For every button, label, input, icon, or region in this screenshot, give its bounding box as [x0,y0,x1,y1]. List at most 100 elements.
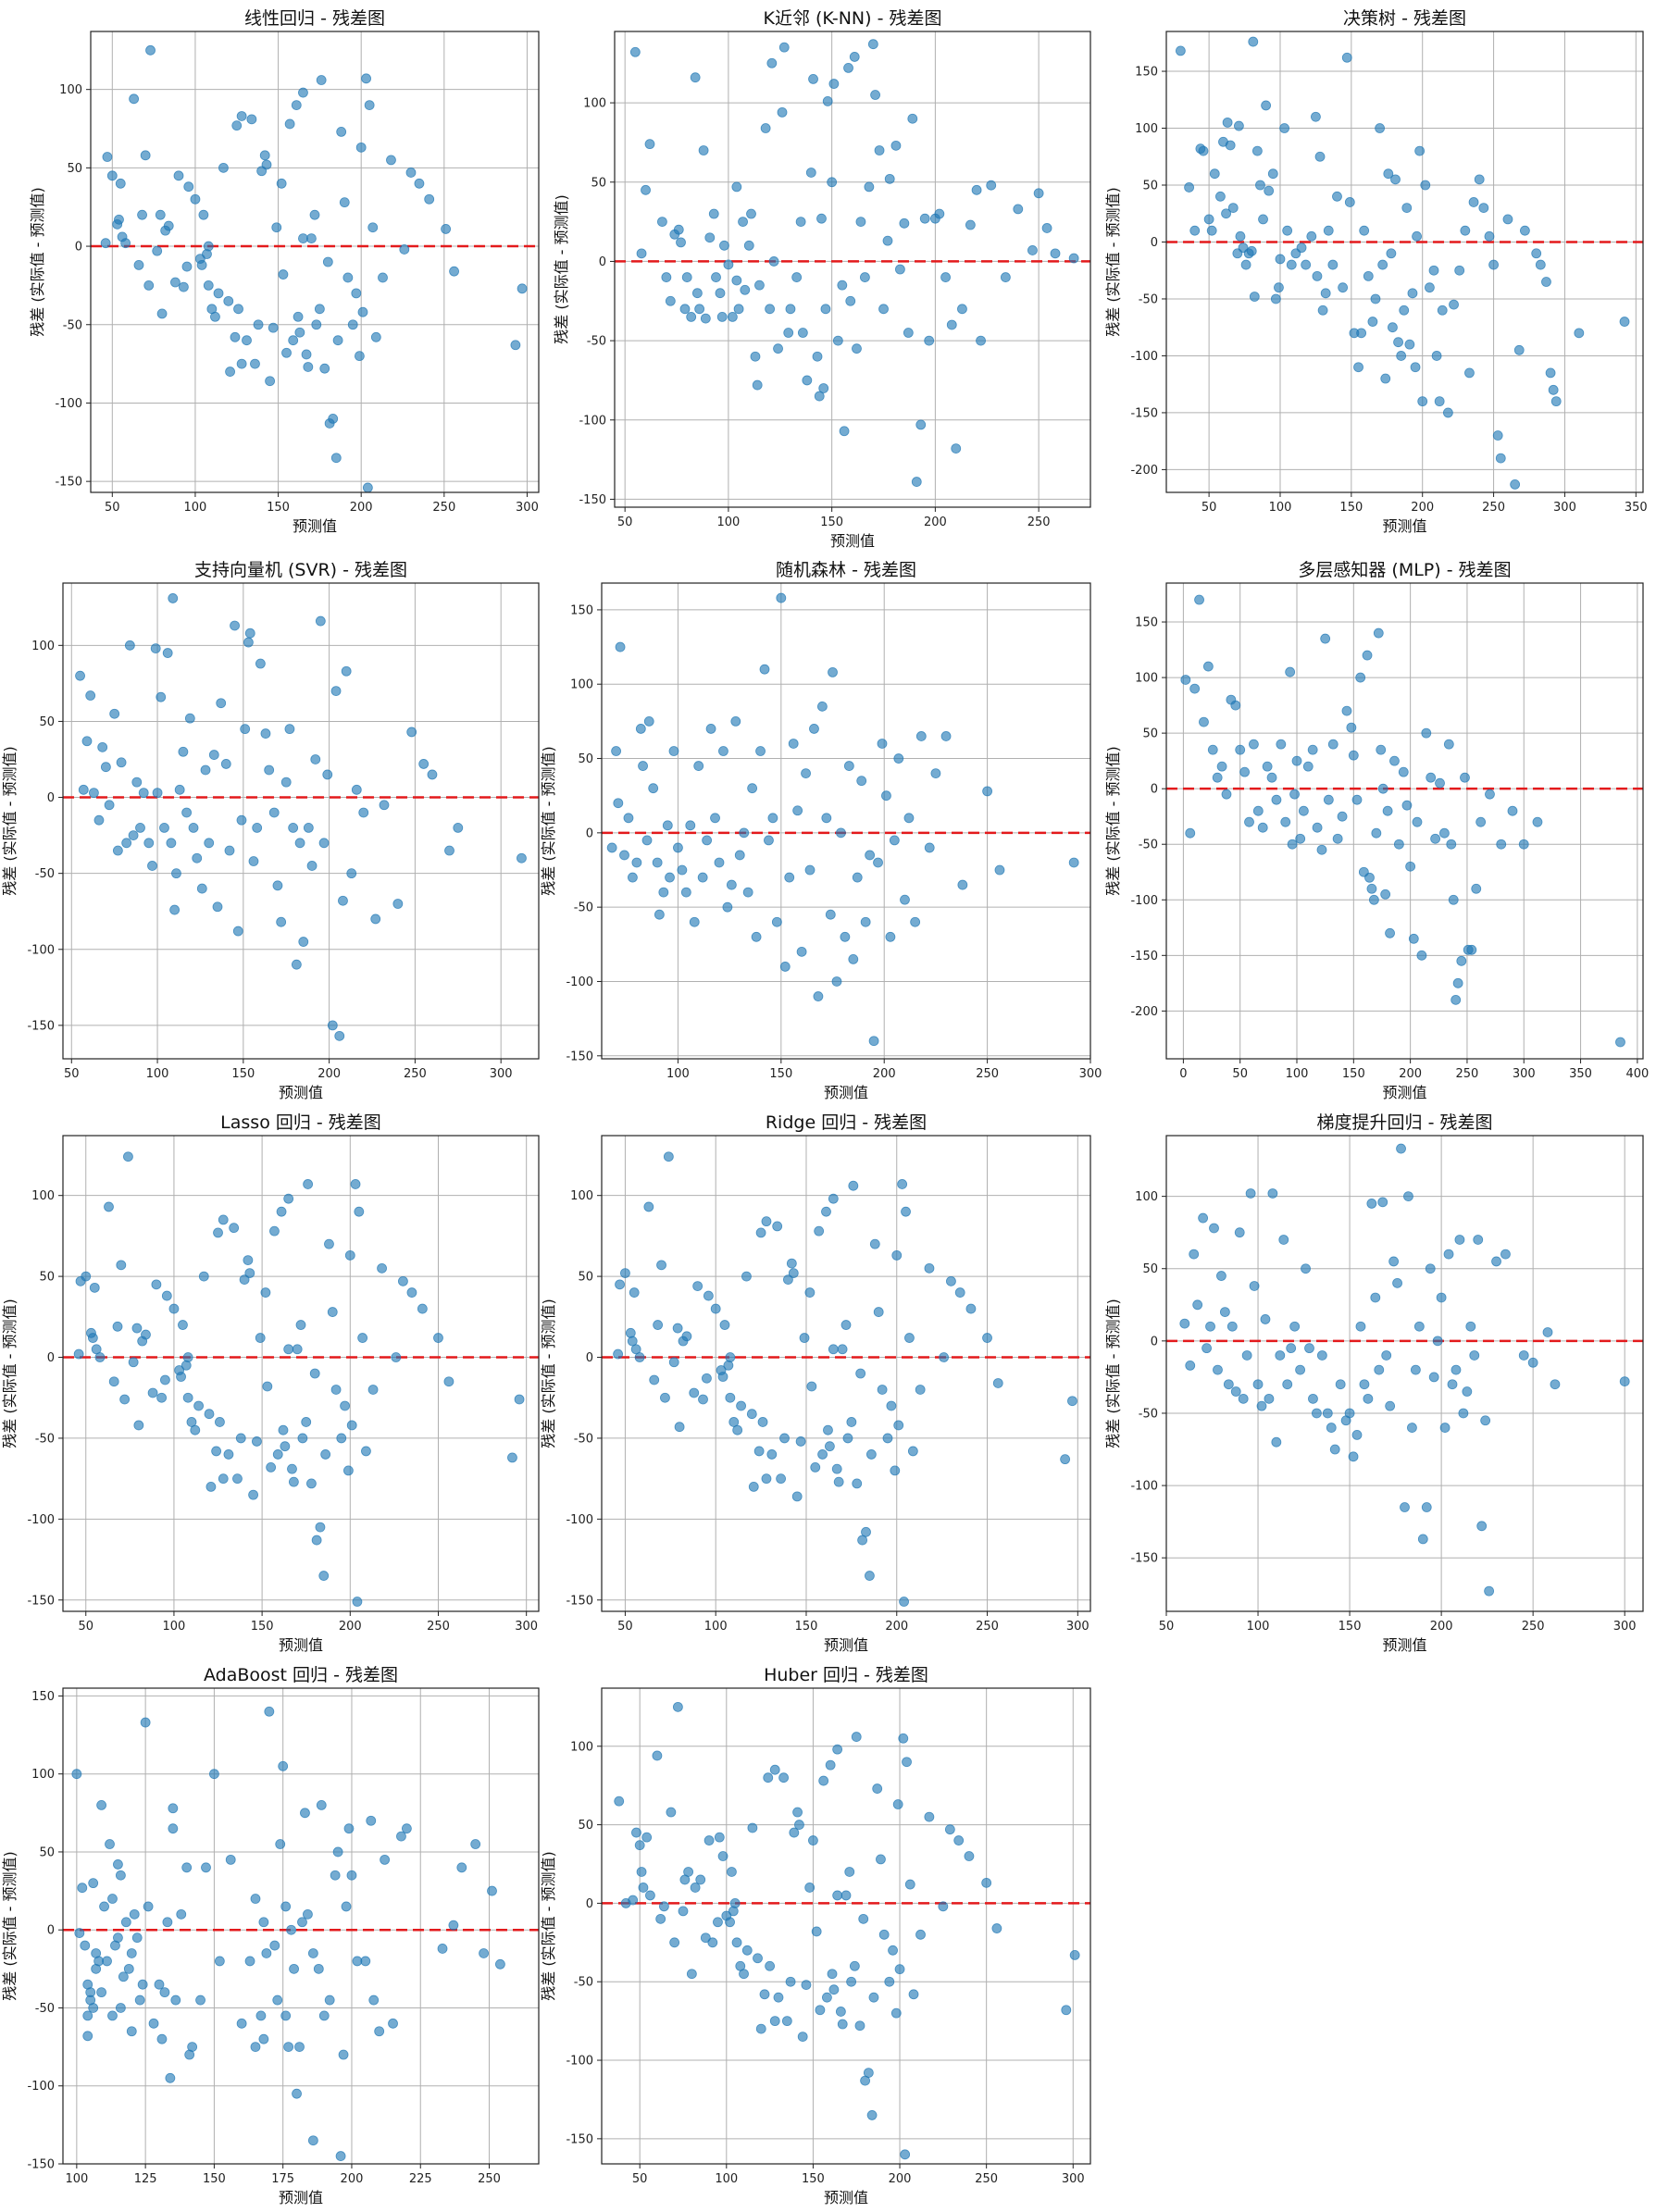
residual-point [1249,292,1260,302]
residual-point [1421,727,1432,739]
residual-point [1251,145,1263,156]
residual-point [757,1417,768,1427]
residual-point [957,304,967,315]
residual-point [727,1867,737,1877]
y-tick-label: 0 [47,1924,55,1938]
residual-point [159,822,169,833]
residual-point [264,1706,275,1717]
residual-point [315,615,326,627]
residual-point [660,1392,670,1403]
residual-point [965,1303,977,1314]
y-tick-label: 0 [1151,1335,1158,1348]
plot-frame [1165,1135,1644,1612]
x-tick-label: 150 [231,1067,255,1081]
residual-point [680,887,691,898]
plot-title: Huber 回归 - 残差图 [764,1665,928,1685]
residual-point [216,698,227,709]
residual-point [1491,1256,1501,1267]
x-axis-label: 预测值 [293,517,337,535]
residual-point [116,757,127,768]
plot-title: 线性回归 - 残差图 [244,8,385,29]
residual-point [1276,739,1287,750]
residual-point [351,784,362,795]
residual-point [1307,744,1318,755]
x-tick-label: 100 [65,2172,88,2186]
residual-point [1192,1299,1203,1311]
x-tick-label: 250 [1027,516,1051,529]
residual-point [1574,328,1585,339]
residual-point [1518,839,1529,850]
residual-point [818,383,829,393]
residual-point [661,272,672,282]
residual-point [182,1352,193,1362]
residual-point [288,1476,299,1487]
plot-title: 多层感知器 (MLP) - 残差图 [1298,560,1511,580]
residual-point [1264,185,1275,196]
residual-point [89,1282,100,1293]
residual-point [794,1820,804,1830]
residual-point [1377,783,1388,794]
residual-point [768,256,779,267]
residual-point [898,1733,909,1744]
residual-point [714,1832,725,1843]
residual-point [178,1320,188,1330]
residual-point [176,1908,187,1920]
residual-point [860,272,870,282]
residual-point [134,1995,145,2006]
residual-point [1428,1372,1439,1383]
residual-point [145,44,156,56]
residual-point [854,2020,865,2032]
residual-point [1245,1188,1256,1199]
residual-point [1267,1188,1278,1199]
residual-point [106,170,118,181]
residual-point [358,807,369,818]
residual-point [708,208,719,219]
residual-point [613,1348,623,1360]
residual-point [392,899,404,909]
residual-point [623,813,634,824]
residual-point [80,1940,91,1951]
residual-point [1252,1379,1264,1390]
x-tick-label: 50 [78,1620,93,1634]
residual-point [810,1462,821,1473]
residual-point [852,1478,863,1489]
residual-point [1475,816,1487,827]
residual-point [777,106,788,118]
residual-point [704,232,716,243]
residual-point [697,872,708,883]
plot-frame [601,1135,1091,1612]
residual-point [150,643,161,654]
residual-point [669,1937,680,1948]
residual-point [754,280,765,291]
residual-point [1366,883,1377,894]
residual-point [663,1151,674,1162]
residual-point [1513,344,1525,355]
residual-point [1264,1393,1275,1404]
residual-point [174,784,185,795]
residual-point [679,304,691,315]
residual-point [286,1924,297,1935]
residual-point [342,272,354,283]
y-tick-label: 50 [591,176,606,190]
residual-point [1456,955,1467,966]
residual-point [156,691,167,702]
residual-point [366,1815,377,1826]
residual-point [1454,1235,1465,1245]
residual-point [1185,827,1196,839]
y-tick-label: 50 [578,1271,593,1285]
residual-point [728,1417,740,1427]
residual-point [856,776,867,787]
residual-point [873,857,883,868]
residual-point [133,1420,144,1431]
plot-title: Lasso 回归 - 残差图 [220,1112,381,1133]
residual-point [690,1883,701,1893]
residual-point [128,1357,139,1368]
residual-point [725,1917,735,1928]
residual-point [507,1452,517,1463]
residual-point [307,2135,318,2146]
residual-point [614,1796,625,1807]
residual-point [1235,744,1246,755]
residual-point [250,2042,261,2053]
residual-point [678,1906,689,1917]
